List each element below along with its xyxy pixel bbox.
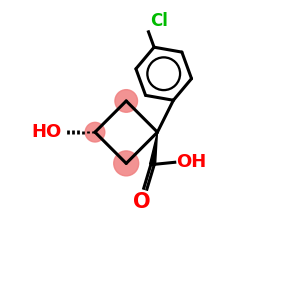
Circle shape bbox=[115, 90, 137, 112]
Circle shape bbox=[85, 122, 105, 142]
Text: Cl: Cl bbox=[150, 12, 168, 30]
Text: HO: HO bbox=[32, 123, 62, 141]
Polygon shape bbox=[150, 132, 158, 165]
Text: O: O bbox=[133, 192, 151, 212]
Circle shape bbox=[114, 151, 139, 176]
Text: OH: OH bbox=[176, 153, 206, 171]
